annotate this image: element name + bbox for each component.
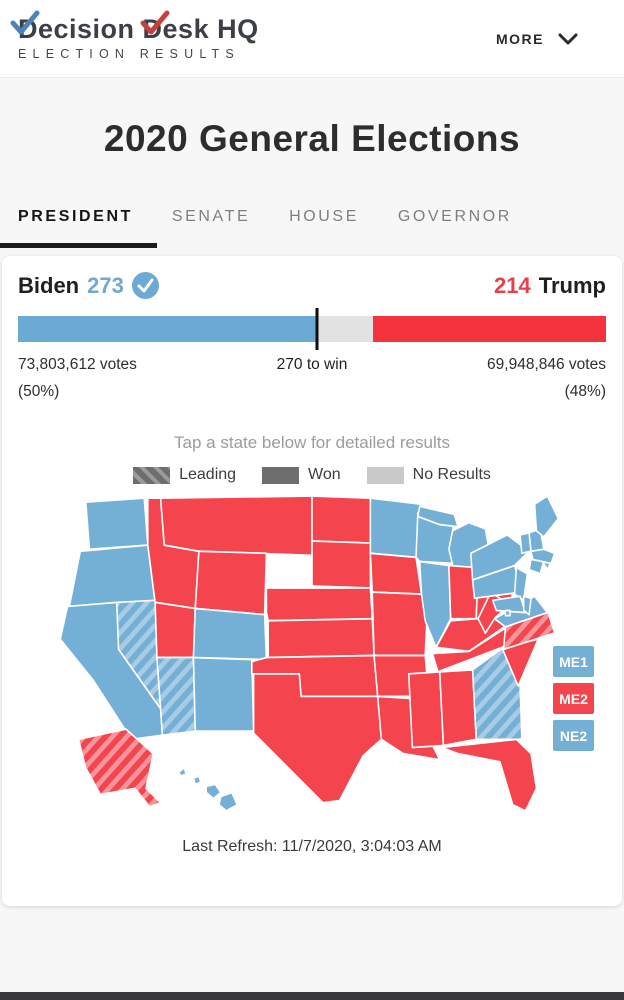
legend-won: Won (262, 466, 341, 484)
state-mi[interactable] (417, 505, 459, 528)
logo-title: Decision Desk HQ (18, 14, 259, 45)
leading-label: Leading (179, 466, 237, 483)
tab-governor[interactable]: GOVERNOR (397, 208, 512, 225)
state-me[interactable] (533, 495, 560, 538)
state-co[interactable] (192, 607, 268, 661)
us-states-map (59, 495, 560, 812)
state-nm[interactable] (192, 656, 255, 733)
state-or[interactable] (68, 544, 156, 608)
chevron-down-icon (558, 33, 578, 44)
last-refresh-text: Last Refresh: 11/7/2020, 3:04:03 AM (182, 838, 442, 855)
state-ak[interactable] (77, 728, 162, 808)
state-dc[interactable] (504, 609, 511, 617)
winner-check-icon (131, 272, 159, 299)
badge-me2[interactable]: ME2 (553, 683, 594, 714)
decision-desk-hq-logo[interactable]: Decision Desk HQ ELECTION RESULTS (10, 10, 259, 62)
red-checkmark-icon (140, 10, 170, 35)
no-results-label: No Results (412, 466, 491, 483)
page-title: 2020 General Elections (103, 118, 521, 159)
candidates-row: Biden 273 214 Trump (18, 272, 606, 299)
trump-electoral-votes: 214 (494, 272, 531, 298)
state-mn[interactable] (369, 497, 423, 559)
app-header: Decision Desk HQ ELECTION RESULTS MORE (0, 0, 624, 78)
state-hi[interactable] (178, 767, 187, 778)
legend-no-results: No Results (366, 466, 491, 484)
more-menu-button[interactable]: MORE (496, 31, 578, 47)
state-hi[interactable] (205, 783, 222, 800)
blue-checkmark-icon (10, 10, 40, 35)
leading-swatch (133, 466, 171, 484)
uncalled-bar-segment (316, 316, 374, 342)
electoral-vote-bar (18, 308, 606, 350)
state-ks[interactable] (267, 617, 375, 659)
tab-president[interactable]: PRESIDENT (18, 208, 133, 225)
legend-leading: Leading (133, 466, 236, 484)
bottom-bar (0, 992, 624, 1000)
state-ga[interactable] (471, 646, 523, 741)
no-results-swatch (366, 466, 404, 484)
trump-summary: 214 Trump (494, 273, 606, 299)
logo-subtitle: ELECTION RESULTS (18, 47, 240, 62)
biden-name: Biden (18, 272, 80, 298)
won-label: Won (308, 466, 341, 483)
state-az[interactable] (156, 656, 197, 737)
tab-house[interactable]: HOUSE (289, 208, 359, 225)
won-swatch (262, 466, 300, 484)
state-ia[interactable] (369, 552, 423, 596)
more-label: MORE (496, 30, 544, 47)
state-ne[interactable] (265, 587, 374, 622)
active-tab-underline (0, 243, 157, 248)
state-wy[interactable] (194, 550, 268, 616)
state-nj[interactable] (513, 566, 529, 602)
tab-senate[interactable]: SENATE (171, 208, 251, 225)
state-sd[interactable] (311, 540, 372, 589)
to-win-label: 270 to win (276, 356, 348, 373)
us-map-container: ME1 ME2 NE2 (18, 494, 606, 824)
race-tabs: PRESIDENT SENATE HOUSE GOVERNOR (0, 190, 624, 248)
state-ut[interactable] (154, 601, 197, 659)
state-wa[interactable] (85, 497, 149, 551)
state-hi[interactable] (192, 775, 202, 786)
biden-vote-total: 73,803,612 votes (18, 356, 137, 373)
trump-vote-pct: (48%) (564, 383, 606, 400)
district-badges: ME1 ME2 NE2 (553, 646, 594, 751)
vote-totals-row: 73,803,612 votes 270 to win 69,948,846 v… (18, 356, 606, 374)
270-to-win-tick (315, 308, 319, 350)
state-al[interactable] (438, 668, 478, 747)
biden-bar-segment (18, 316, 317, 342)
president-results-card: Biden 273 214 Trump 73,803,612 votes 270… (2, 256, 622, 906)
state-tx[interactable] (252, 673, 383, 804)
trump-name: Trump (538, 272, 606, 298)
state-de[interactable] (522, 595, 532, 616)
hero-section: 2020 General Elections (0, 78, 624, 190)
state-ny[interactable] (469, 534, 530, 581)
state-hi[interactable] (218, 791, 239, 812)
state-ms[interactable] (407, 670, 445, 749)
biden-vote-pct: (50%) (18, 383, 60, 400)
trump-vote-total: 69,948,846 votes (487, 356, 606, 373)
badge-me1[interactable]: ME1 (553, 646, 594, 677)
map-legend: Leading Won No Results (18, 466, 606, 484)
biden-summary: Biden 273 (18, 272, 159, 299)
badge-ne2[interactable]: NE2 (553, 720, 594, 751)
state-mo[interactable] (371, 591, 428, 657)
state-fl[interactable] (440, 738, 538, 812)
state-nd[interactable] (311, 495, 372, 544)
trump-bar-segment (373, 316, 606, 342)
biden-electoral-votes: 273 (87, 272, 124, 298)
vote-pct-row: (50%) (48%) (18, 383, 606, 401)
state-mt[interactable] (159, 495, 313, 557)
map-hint-text: Tap a state below for detailed results (174, 433, 450, 452)
